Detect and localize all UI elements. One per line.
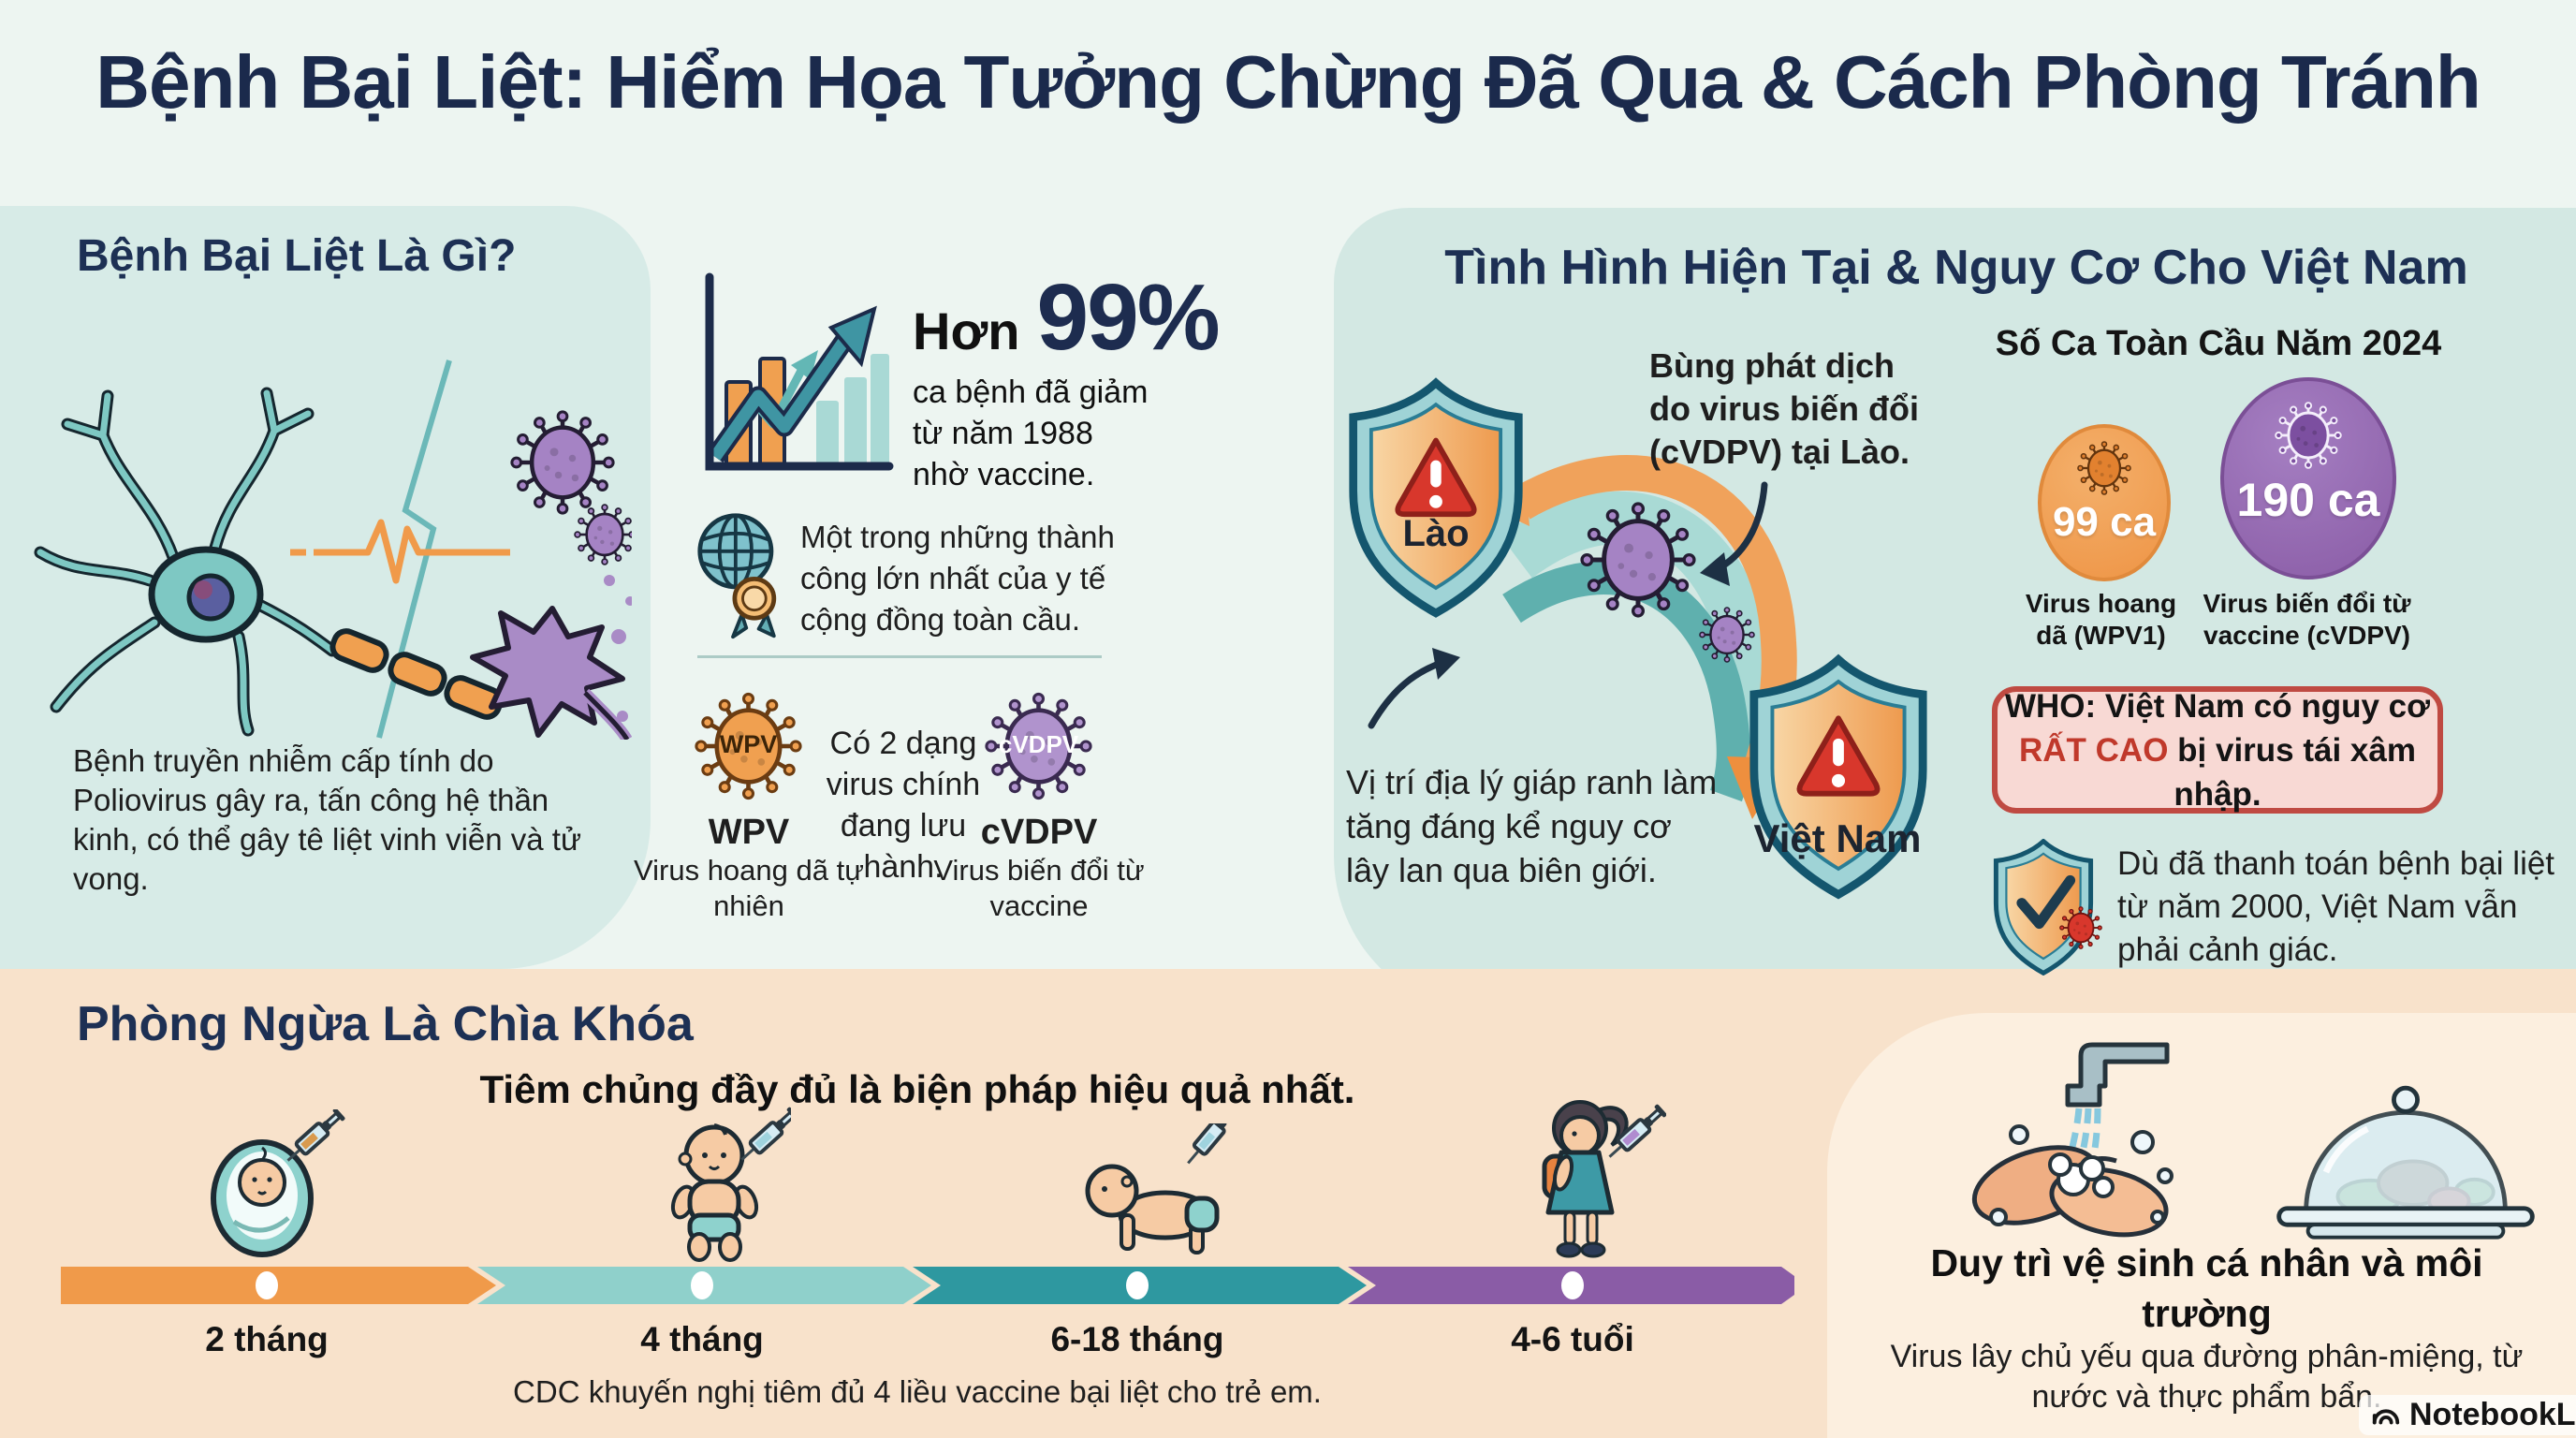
stat-line: ca bệnh đã giảm	[913, 374, 1149, 410]
stat-line: từ năm 1988	[913, 416, 1093, 451]
stat-line: nhờ vaccine.	[913, 457, 1095, 492]
globe-award-icon	[697, 513, 777, 639]
who-warning-highlight: RẤT CAO	[2019, 731, 2169, 769]
cdc-note: CDC khuyến nghị tiêm đủ 4 liều vaccine b…	[513, 1374, 1322, 1409]
handwashing-icon	[1971, 1042, 2174, 1238]
child-vaccine-icon	[1542, 1100, 1666, 1258]
global-cases-heading: Số Ca Toàn Cầu Năm 2024	[1995, 324, 2442, 363]
vietnam-shield-icon	[1747, 646, 1930, 908]
notebooklm-watermark: NotebookLM	[2359, 1395, 2576, 1435]
cvdpv-cases-value: 190 ca	[2236, 474, 2380, 526]
wpv-name: WPV	[708, 813, 790, 852]
vigilance-note: Dù đã thanh toán bệnh bại liệt từ năm 20…	[2117, 845, 2555, 968]
timeline-label-2: 4 tháng	[640, 1320, 764, 1358]
geography-note: Vị trí địa lý giáp ranh làm tăng đáng kể…	[1346, 763, 1718, 889]
left-panel-description: Bệnh truyền nhiễm cấp tính do Poliovirus…	[73, 743, 582, 896]
outbreak-note: Bùng phát dịch do virus biến đổi (cVDPV)…	[1649, 346, 1920, 471]
timeline-label-3: 6-18 tháng	[1050, 1320, 1224, 1358]
virus-types-intro: Có 2 dạng virus chính đang lưu hành.	[826, 726, 981, 885]
who-warning-rest: bị virus tái xâm nhập.	[2168, 731, 2416, 813]
stat-block: Hơn 99% ca bệnh đã giảm từ năm 1988 nhờ …	[913, 264, 1315, 495]
current-situation-panel-bg	[1334, 208, 2576, 1015]
page-title: Bệnh Bại Liệt: Hiểm Họa Tưởng Chừng Đã Q…	[95, 40, 2481, 124]
wpv1-cases-value: 99 ca	[2052, 499, 2157, 545]
timeline-label-1: 2 tháng	[205, 1320, 329, 1358]
stat-value: 99%	[1036, 265, 1220, 370]
toddler-vaccine-icon	[1085, 1123, 1240, 1255]
cvdpv-cases-circle: 190 ca	[2220, 377, 2396, 580]
middle-divider	[697, 655, 1102, 658]
left-panel-heading: Bệnh Bại Liệt Là Gì?	[77, 231, 517, 281]
wpv-virus-badge: WPV	[719, 730, 778, 758]
covered-food-icon	[2276, 1085, 2535, 1240]
wpv1-cases-caption: Virus hoang dã (WPV1)	[2025, 589, 2177, 650]
neuron-illustration	[34, 360, 632, 740]
cvdpv-desc: Virus biến đổi từ vaccine	[933, 854, 1145, 922]
achievement-note: Một trong những thành công lớn nhất của …	[800, 520, 1115, 637]
infant-vaccine-icon	[670, 1107, 791, 1262]
geography-pointer-arrow	[1368, 658, 1447, 729]
vaccine-timeline	[61, 1267, 1794, 1304]
hygiene-description: Virus lây chủ yếu qua đường phân-miệng, …	[1890, 1339, 2524, 1415]
watermark-text: NotebookLM	[2409, 1397, 2576, 1432]
shield-check-icon	[1992, 839, 2102, 979]
prevention-subtitle: Tiêm chủng đầy đủ là biện pháp hiệu quả …	[479, 1067, 1355, 1111]
lao-shield-icon	[1346, 374, 1526, 622]
stat-prefix: Hơn	[913, 301, 1020, 360]
cvdpv-caption: cVDPV Virus biến đổi từ vaccine	[903, 813, 1175, 924]
timeline-label-4: 4-6 tuổi	[1511, 1320, 1634, 1358]
hygiene-heading: Duy trì vệ sinh cá nhân và môi trường	[1930, 1241, 2483, 1335]
cvdpv-virus-glyph	[2275, 402, 2342, 469]
cvdpv-virus-badge: cVDPV	[998, 730, 1079, 758]
rising-chart-icon	[705, 272, 894, 471]
wpv1-virus-glyph	[2077, 441, 2131, 495]
notebooklm-logo-icon	[2372, 1408, 2400, 1424]
wpv-caption: WPV Virus hoang dã tự nhiên	[613, 813, 885, 924]
wpv-desc: Virus hoang dã tự nhiên	[634, 854, 864, 922]
what-is-polio-panel-bg	[0, 206, 651, 969]
right-panel-heading: Tình Hình Hiện Tại & Nguy Cơ Cho Việt Na…	[1444, 241, 2468, 295]
cvdpv-cases-caption: Virus biến đổi từ vaccine (cVDPV)	[2203, 589, 2411, 650]
who-warning-box: WHO: Việt Nam có nguy cơ RẤT CAO bị viru…	[1992, 686, 2443, 814]
cvdpv-name: cVDPV	[980, 813, 1098, 852]
wpv1-cases-circle: 99 ca	[2038, 424, 2171, 581]
lao-shield-label: Lào	[1402, 513, 1470, 554]
prevention-heading: Phòng Ngừa Là Chìa Khóa	[77, 997, 694, 1051]
newborn-vaccine-icon	[211, 1109, 346, 1257]
vietnam-shield-label: Việt Nam	[1753, 816, 1922, 860]
who-warning-line1: WHO: Việt Nam có nguy cơ	[2004, 687, 2431, 725]
outbreak-pointer-arrow	[1717, 481, 1768, 571]
